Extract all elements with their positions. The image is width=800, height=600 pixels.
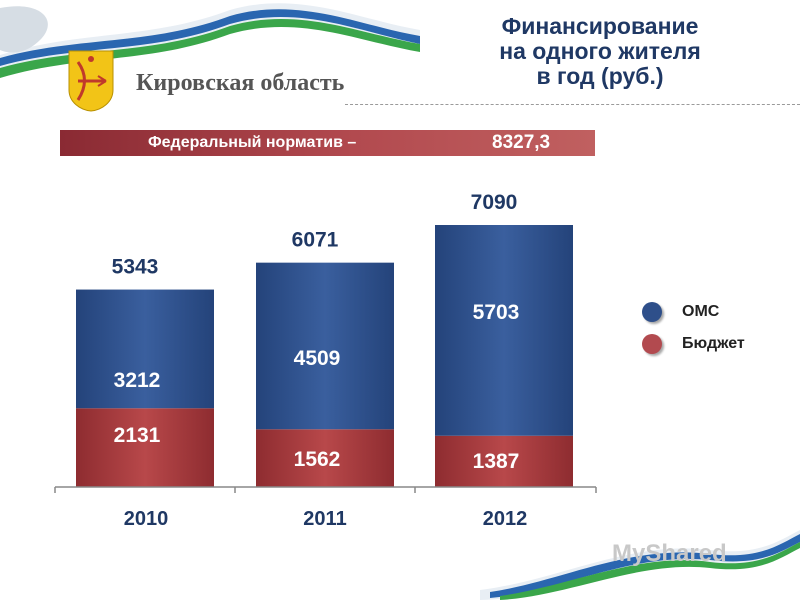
ribbon-decoration-top bbox=[0, 3, 420, 79]
data-label-oms-2012: 5703 bbox=[473, 301, 520, 324]
page-title: Финансирование на одного жителя в год (р… bbox=[440, 14, 760, 89]
data-label-oms-2010: 3212 bbox=[114, 369, 161, 392]
bar-budget-2011 bbox=[256, 429, 394, 487]
bar-oms-2011 bbox=[256, 262, 394, 430]
bar-budget-2012 bbox=[435, 435, 573, 487]
title-line-2: на одного жителя bbox=[499, 38, 701, 64]
legend-label-oms: ОМС bbox=[682, 303, 720, 320]
bar-budget-2010 bbox=[76, 408, 214, 487]
coat-of-arms-icon bbox=[68, 50, 114, 112]
x-tick-label-2011: 2011 bbox=[303, 508, 346, 530]
total-label-2011: 6071 bbox=[292, 229, 339, 252]
watermark: MyShared bbox=[612, 540, 727, 567]
legend-swatch-oms bbox=[642, 302, 662, 322]
ribbon-decoration-bottom bbox=[480, 530, 800, 600]
region-name: Кировская область bbox=[136, 70, 345, 96]
legend-label-budget: Бюджет bbox=[682, 335, 745, 352]
title-line-3: в год (руб.) bbox=[536, 63, 664, 89]
header-divider bbox=[345, 104, 800, 105]
total-label-2010: 5343 bbox=[112, 256, 159, 279]
legend-swatch-budget bbox=[642, 334, 662, 354]
data-label-budget-2012: 1387 bbox=[473, 450, 520, 473]
bar-oms-2012 bbox=[435, 225, 573, 436]
data-label-budget-2010: 2131 bbox=[114, 424, 161, 447]
federal-norm-value: 8327,3 bbox=[492, 132, 551, 153]
federal-norm-label: Федеральный норматив – bbox=[148, 134, 357, 151]
data-label-budget-2011: 1562 bbox=[294, 448, 341, 471]
total-label-2012: 7090 bbox=[471, 191, 518, 214]
bar-oms-2010 bbox=[76, 289, 214, 409]
x-tick-label-2010: 2010 bbox=[124, 508, 169, 530]
x-tick-label-2012: 2012 bbox=[483, 508, 528, 530]
title-line-1: Финансирование bbox=[501, 13, 699, 39]
federal-norm-banner: Федеральный норматив – 8327,3 bbox=[60, 130, 595, 156]
data-label-oms-2011: 4509 bbox=[294, 347, 341, 370]
